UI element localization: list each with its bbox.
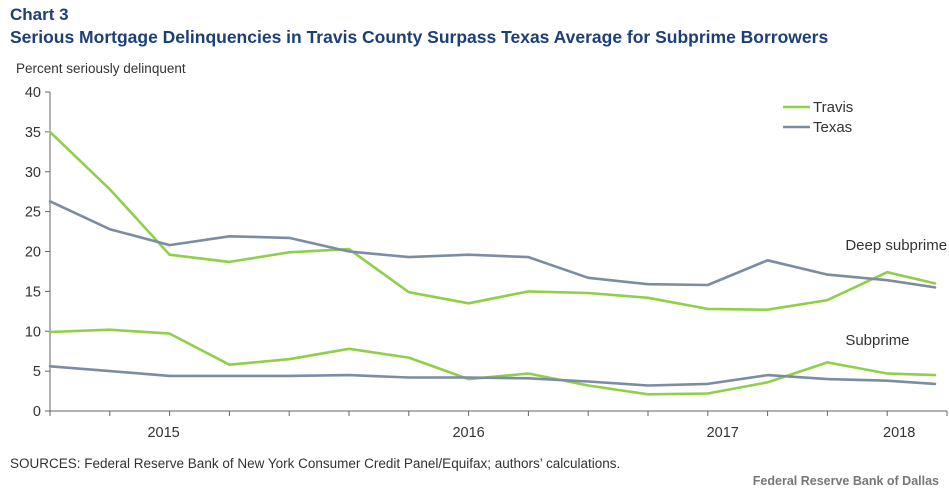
- credit-line: Federal Reserve Bank of Dallas: [752, 474, 939, 488]
- y-axis-label: Percent seriously delinquent: [16, 61, 186, 76]
- annotation-sub: Subprime: [845, 332, 909, 349]
- legend-label-texas: Texas: [813, 119, 852, 136]
- series-line-travis-deep-subprime: [48, 130, 937, 312]
- legend-label-travis: Travis: [813, 99, 853, 116]
- y-tick-label-3: 15: [25, 284, 41, 300]
- series-line-texas-deep-subprime: [48, 200, 937, 289]
- x-year-label-2: 2017: [707, 425, 739, 441]
- chart-number: Chart 3: [10, 5, 69, 24]
- annotation-deep: Deep subprime: [845, 237, 947, 254]
- y-tick-label-6: 30: [25, 165, 41, 181]
- series-line-travis-subprime: [48, 328, 937, 396]
- y-tick-label-2: 10: [25, 324, 41, 340]
- y-tick-label-7: 35: [25, 125, 41, 141]
- source-note: SOURCES: Federal Reserve Bank of New Yor…: [10, 456, 621, 471]
- y-tick-label-0: 0: [33, 404, 41, 420]
- y-tick-label-1: 5: [33, 364, 41, 380]
- chart-title: Serious Mortgage Delinquencies in Travis…: [10, 27, 829, 47]
- x-year-label-3: 2018: [883, 425, 915, 441]
- y-tick-label-8: 40: [25, 85, 41, 101]
- series-line-texas-subprime: [48, 364, 937, 387]
- y-tick-label-5: 25: [25, 205, 41, 221]
- y-tick-label-4: 20: [25, 245, 41, 261]
- x-year-label-0: 2015: [147, 425, 179, 441]
- x-year-label-1: 2016: [452, 425, 484, 441]
